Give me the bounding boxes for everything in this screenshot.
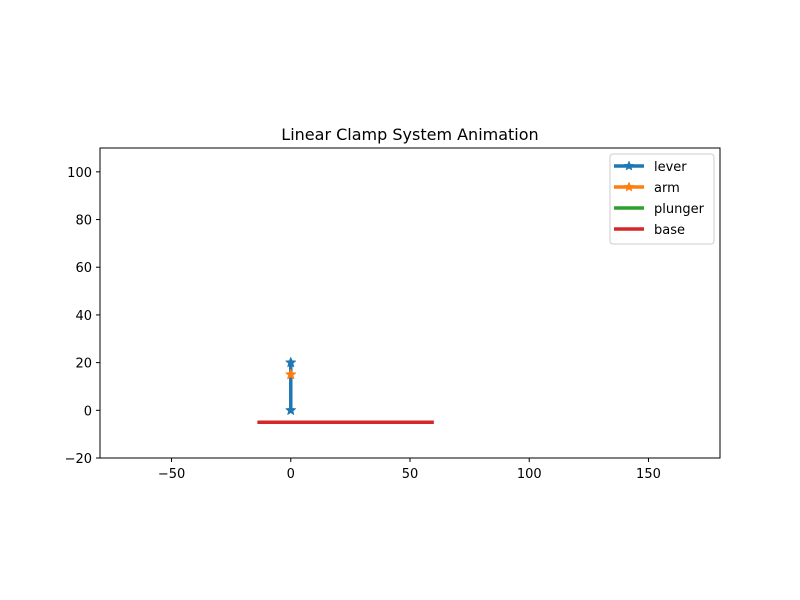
x-tick-label: 150 [636,467,661,482]
arm-marker [284,368,297,380]
legend-entries: lever arm plunger base [614,160,705,238]
x-axis: −50 0 50 100 150 [158,458,661,482]
legend-label-lever: lever [654,160,687,175]
y-tick-label: 80 [75,214,92,229]
y-tick-label: 0 [84,404,92,419]
lever-marker [284,404,297,416]
legend-box [609,153,715,245]
y-tick-label: −20 [65,452,92,467]
x-tick-label: 0 [287,467,295,482]
legend: lever arm plunger base [609,153,715,245]
legend-label-arm: arm [654,181,680,196]
legend-label-base: base [654,223,685,238]
y-tick-label: 20 [75,357,92,372]
legend-marker-arm [623,181,635,192]
y-tick-label: 60 [75,261,92,276]
x-tick-label: −50 [158,467,185,482]
y-tick-label: 40 [75,309,92,324]
series-layer [257,356,434,424]
x-tick-label: 50 [402,467,419,482]
chart-title: Linear Clamp System Animation [281,125,538,144]
lever-marker [284,356,297,368]
legend-marker-lever [623,160,635,171]
y-tick-label: 100 [67,166,92,181]
y-axis: −20 0 20 40 60 80 100 [65,166,100,467]
x-tick-label: 100 [517,467,542,482]
legend-label-plunger: plunger [654,202,705,217]
